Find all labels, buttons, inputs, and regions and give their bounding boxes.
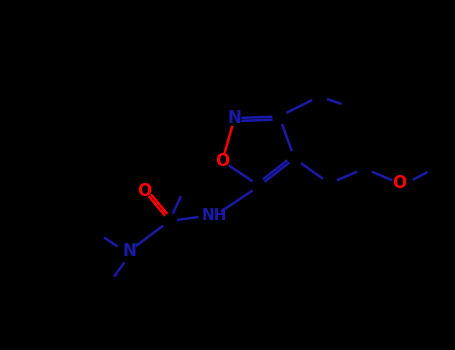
Text: N: N <box>122 242 136 260</box>
Text: NH: NH <box>202 209 227 224</box>
Text: N: N <box>228 109 242 127</box>
Text: O: O <box>392 174 407 193</box>
Text: O: O <box>137 182 152 200</box>
Text: O: O <box>215 152 229 170</box>
